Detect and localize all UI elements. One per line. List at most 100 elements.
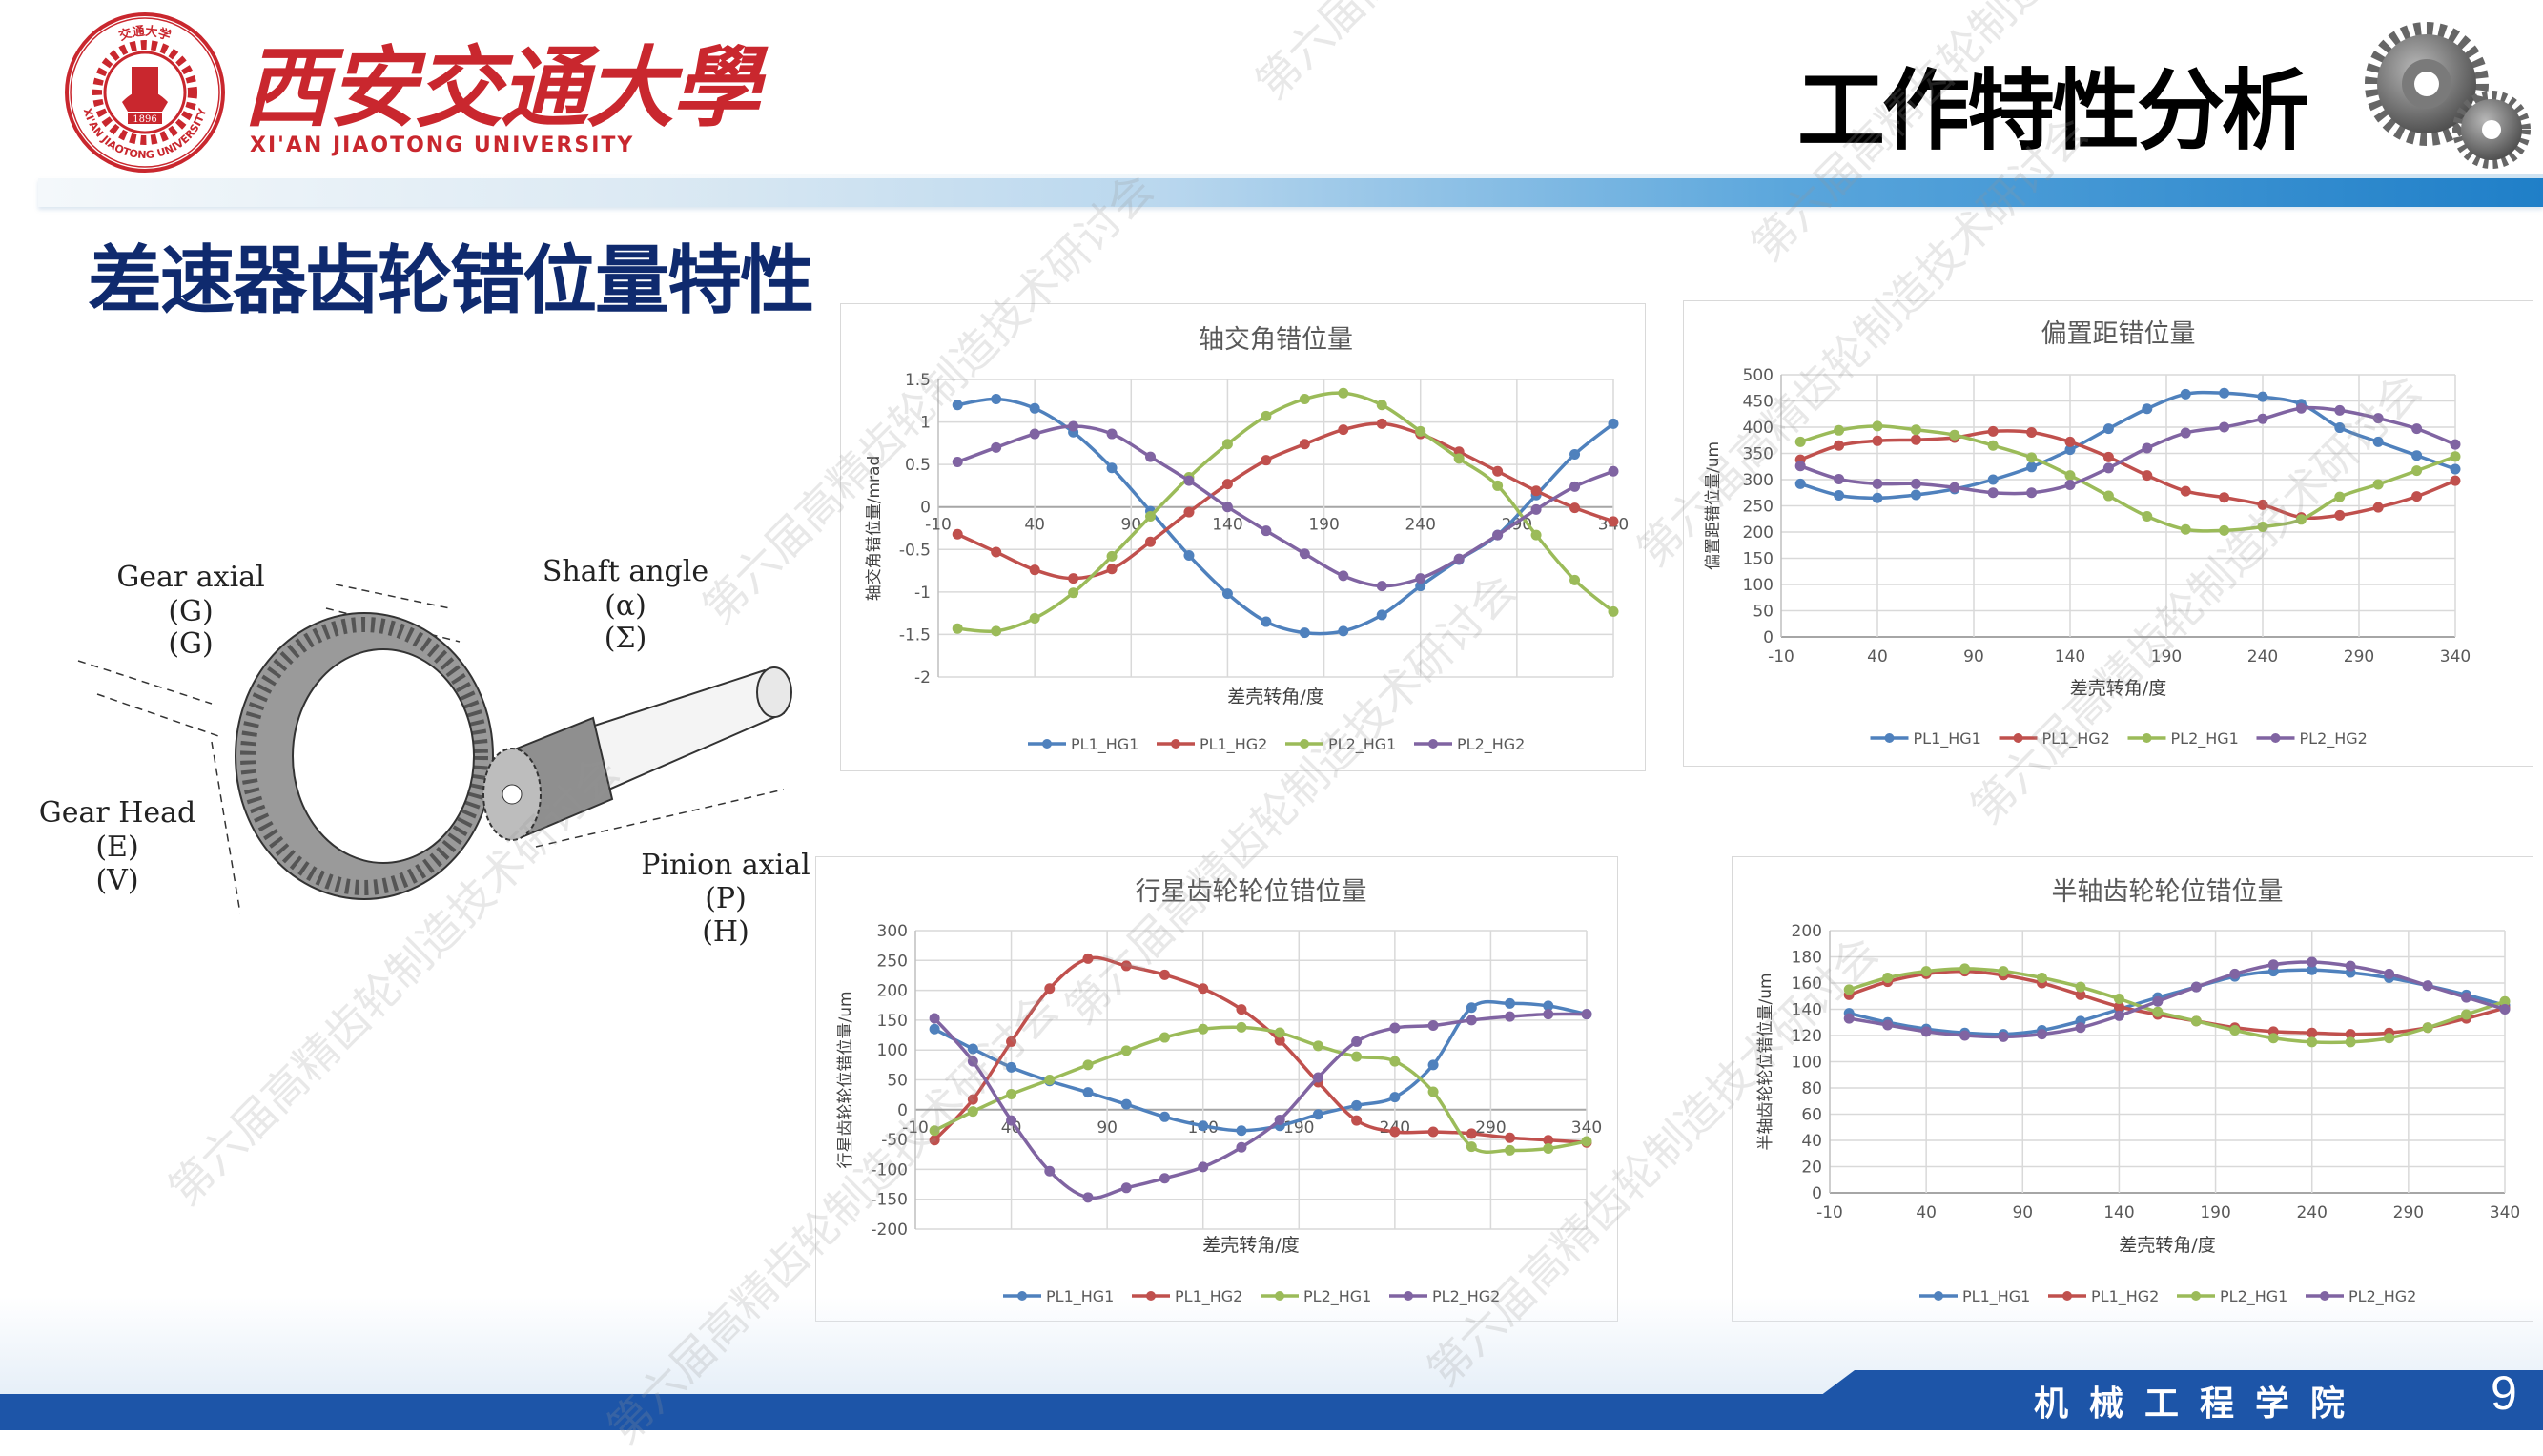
data-point: [929, 1023, 940, 1035]
data-point: [1159, 1111, 1170, 1122]
y-tick-label: 200: [1743, 523, 1774, 543]
data-point: [1569, 481, 1581, 492]
data-point: [1029, 612, 1040, 624]
data-point: [1427, 1126, 1439, 1138]
data-point: [1006, 1061, 1017, 1073]
data-point: [1068, 587, 1079, 599]
data-point: [2219, 421, 2230, 433]
data-point: [929, 1135, 940, 1146]
data-point: [1959, 1030, 1971, 1041]
data-point: [1794, 461, 1806, 472]
data-point: [1505, 997, 1516, 1009]
y-axis-label: 半轴齿轮轮位错位量/um: [1756, 973, 1775, 1150]
y-tick-label: 0: [1812, 1184, 1822, 1203]
y-tick-label: 300: [1743, 471, 1774, 490]
data-point: [1389, 1022, 1401, 1034]
legend-marker: [1042, 739, 1052, 749]
data-point: [2499, 995, 2511, 1007]
x-tick-label: 140: [2103, 1203, 2134, 1222]
data-point: [1106, 550, 1118, 562]
data-point: [1608, 605, 1619, 617]
x-tick-label: 190: [2200, 1203, 2230, 1222]
data-point: [1029, 428, 1040, 440]
data-point: [1120, 1098, 1132, 1110]
y-axis-label: 偏置距错位量/um: [1704, 441, 1723, 570]
data-point: [967, 1056, 978, 1067]
data-point: [1044, 983, 1056, 995]
data-point: [991, 394, 1002, 405]
data-point: [2461, 992, 2472, 1003]
data-point: [2064, 444, 2076, 456]
data-point: [1274, 1035, 1285, 1046]
legend-item: PL1_HG1: [1028, 735, 1138, 754]
legend-item: PL2_HG2: [1414, 735, 1525, 754]
data-point: [1608, 465, 1619, 477]
data-point: [2229, 1025, 2241, 1036]
data-point: [1569, 502, 1581, 514]
y-tick-label: 0: [1763, 628, 1774, 647]
data-point: [1569, 574, 1581, 585]
series-line-pl2-hg2: [933, 1012, 1588, 1200]
x-tick-label: 40: [1867, 647, 1888, 666]
chart-svg: 行星齿轮轮位错位量 300 250 200 150 100 50 0 -50 -100 -150 -2…: [836, 877, 1602, 1306]
data-point: [2142, 470, 2153, 482]
data-point: [1872, 435, 1883, 446]
x-tick-label: 340: [1571, 1118, 1602, 1138]
data-point: [2295, 514, 2307, 525]
data-point: [952, 456, 963, 467]
data-point: [1427, 1086, 1439, 1097]
legend-label: PL2_HG1: [1328, 735, 1396, 754]
legend-item: PL1_HG2: [1157, 735, 1267, 754]
data-point: [2026, 487, 2038, 499]
x-axis-label: 差壳转角/度: [1202, 1235, 1299, 1256]
data-point: [1910, 424, 1921, 436]
data-point: [1987, 440, 1999, 451]
data-point: [1029, 402, 1040, 414]
data-point: [2026, 452, 2038, 463]
data-point: [2180, 523, 2191, 535]
data-point: [2422, 1022, 2433, 1034]
data-point: [2037, 1029, 2048, 1040]
data-point: [1274, 1027, 1285, 1038]
data-point: [2219, 524, 2230, 536]
data-point: [1082, 1087, 1094, 1098]
data-point: [1910, 489, 1921, 501]
data-point: [1312, 1072, 1323, 1083]
y-tick-label: 0.5: [905, 456, 931, 475]
y-tick-label: 1.5: [905, 371, 931, 390]
data-point: [1082, 1192, 1094, 1203]
y-tick-label: 200: [1792, 922, 1822, 941]
data-point: [2411, 491, 2423, 502]
data-point: [1351, 1036, 1363, 1047]
data-point: [2142, 403, 2153, 415]
data-point: [1338, 625, 1349, 637]
y-tick-label: 200: [877, 982, 908, 1001]
data-point: [1543, 1135, 1554, 1146]
data-point: [1120, 1045, 1132, 1056]
data-point: [1427, 1020, 1439, 1032]
page-number: 9: [2491, 1366, 2517, 1420]
label-shaft-angle-sym2: (Σ): [604, 622, 647, 655]
header-band-highlight: [400, 174, 2543, 179]
y-tick-label: 150: [877, 1012, 908, 1031]
y-tick-label: 500: [1743, 366, 1774, 385]
data-point: [1183, 506, 1195, 518]
data-point: [1794, 436, 1806, 447]
data-point: [2102, 490, 2114, 502]
data-point: [1044, 1165, 1056, 1177]
gears-icon: [2350, 17, 2532, 170]
chart-title: 半轴齿轮轮位错位量: [2052, 877, 2284, 907]
y-tick-label: 100: [877, 1041, 908, 1060]
data-point: [2411, 450, 2423, 461]
data-point: [2113, 994, 2124, 1004]
y-tick-label: 150: [1743, 550, 1774, 569]
data-point: [2384, 1033, 2395, 1044]
label-gear-head-sym2: (V): [95, 864, 139, 897]
bevel-gear-drawing: [77, 584, 792, 914]
data-point: [1299, 627, 1310, 639]
y-tick-label: 50: [1753, 603, 1774, 622]
data-point: [1505, 1011, 1516, 1022]
data-point: [1920, 1026, 1932, 1037]
x-tick-label: 40: [1001, 1118, 1022, 1138]
